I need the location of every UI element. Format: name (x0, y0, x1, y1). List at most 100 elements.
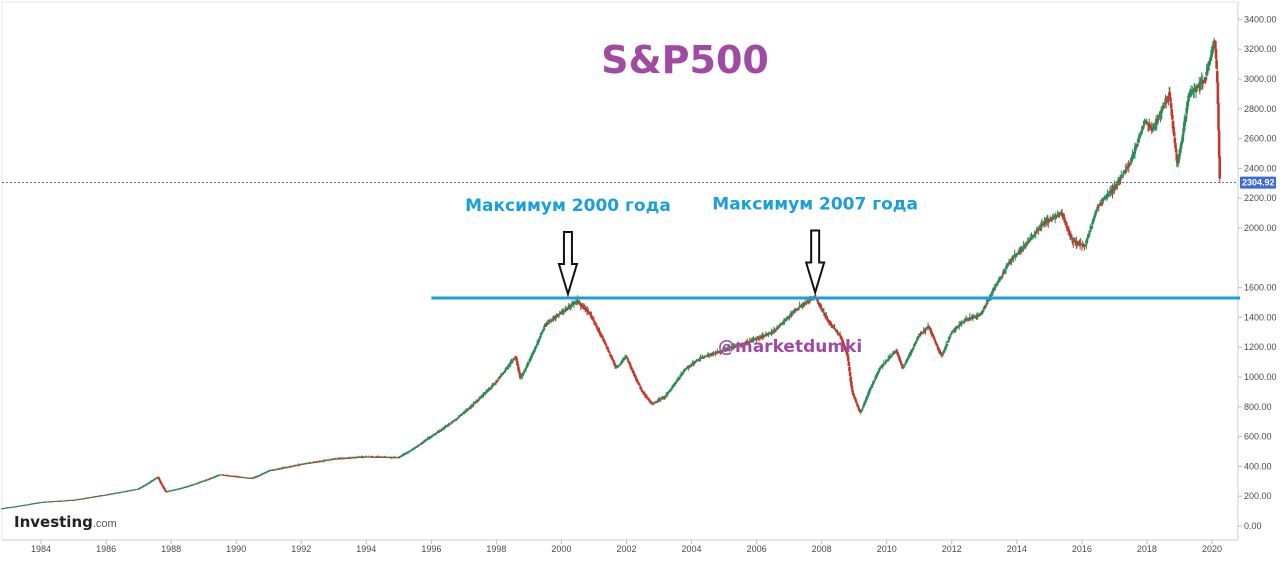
candle-body (437, 431, 440, 433)
candle-body (710, 354, 714, 356)
candle-body (467, 408, 471, 410)
candle-body (965, 318, 969, 320)
candle-body (768, 333, 772, 335)
candle-body (510, 361, 514, 363)
candle-body (596, 327, 599, 330)
candle-body (669, 390, 672, 391)
candle-body (845, 350, 848, 353)
candle-body (894, 351, 897, 353)
candle-body (848, 371, 852, 376)
candle-body (1118, 177, 1122, 180)
candle-body (1215, 71, 1219, 83)
candle-body (816, 301, 820, 303)
candle-body (823, 314, 827, 317)
candle-body (643, 394, 647, 396)
candle-body (904, 360, 908, 363)
candle-body (549, 320, 553, 322)
candle-body (449, 423, 452, 425)
candle-body (1085, 239, 1089, 242)
candle-body (464, 410, 468, 412)
candle-body (838, 335, 842, 336)
candle-body (1156, 121, 1159, 123)
candle-body (214, 476, 218, 478)
candle-body (939, 353, 943, 356)
candle-body (1206, 69, 1210, 71)
candle-body (838, 334, 841, 336)
candle-body (1181, 139, 1184, 141)
candle-body (406, 452, 409, 454)
candle-body (895, 350, 899, 352)
candle-body (503, 371, 507, 372)
candle-body (720, 350, 724, 352)
candle-body (524, 369, 527, 371)
candle-body (727, 348, 731, 350)
candle-body (542, 327, 546, 329)
candle-body (639, 387, 642, 390)
candle-body (557, 315, 560, 317)
candle-body (164, 490, 167, 492)
candle-body (951, 331, 955, 333)
candle-body (1127, 166, 1131, 167)
candle-body (712, 353, 716, 355)
candle-body (413, 447, 417, 449)
candle-body (630, 368, 634, 370)
candle-body (1147, 124, 1150, 126)
candle-body (911, 348, 915, 350)
candle-body (1073, 240, 1076, 242)
candle-body (548, 321, 552, 323)
candle-body (1075, 240, 1079, 243)
current-price-label-text: 2304.92 (1242, 178, 1275, 188)
candle-body (590, 316, 594, 319)
candle-body (1029, 238, 1033, 240)
candle-body (1001, 274, 1005, 276)
candle-body (876, 372, 879, 375)
candle-body (983, 307, 987, 309)
candle-body (817, 303, 821, 305)
candle-body (1015, 253, 1019, 255)
candle-body (1124, 170, 1128, 172)
candle-body (974, 316, 977, 318)
candle-body (1015, 253, 1018, 255)
candle-body (154, 477, 158, 479)
candle-body (606, 349, 610, 351)
candle-body (880, 365, 884, 367)
candle-body (674, 382, 678, 384)
x-tick-label: 1994 (356, 544, 376, 554)
candle-body (626, 357, 629, 359)
candle-body (922, 331, 925, 333)
candle-body (588, 313, 592, 315)
candle-body (836, 332, 839, 333)
candle-body (1064, 221, 1068, 226)
candle-body (643, 393, 646, 395)
candle-body (566, 308, 570, 310)
candle-body (1045, 221, 1048, 222)
candle-body (429, 437, 432, 439)
candle-body (1174, 148, 1178, 153)
candle-body (862, 404, 866, 407)
candle-body (692, 362, 696, 364)
candle-body (621, 359, 625, 361)
candle-body (479, 397, 482, 399)
candle-body (557, 314, 561, 316)
candle-body (1164, 101, 1168, 103)
candle-body (1187, 95, 1190, 102)
candle-body (512, 359, 515, 361)
candle-body (866, 395, 869, 398)
candle-body (1141, 125, 1145, 129)
candle-body (428, 438, 431, 439)
candle-body (1068, 232, 1071, 234)
candle-body (456, 418, 459, 420)
candle-body (622, 358, 626, 360)
candle-body (982, 310, 985, 312)
candle-body (816, 300, 819, 302)
candle-body (840, 336, 843, 340)
candle-body (1123, 171, 1127, 173)
candle-body (547, 322, 550, 323)
candle-body (439, 430, 442, 432)
candle-body (543, 325, 546, 328)
candle-body (879, 366, 883, 368)
candle-body (265, 471, 268, 473)
candle-body (874, 376, 878, 378)
candle-body (1017, 252, 1020, 254)
candle-body (767, 334, 770, 335)
